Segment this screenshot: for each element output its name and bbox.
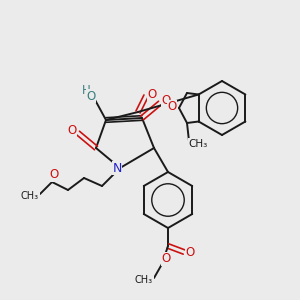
Text: O: O bbox=[147, 88, 157, 100]
Text: O: O bbox=[86, 89, 96, 103]
Text: O: O bbox=[161, 253, 171, 266]
Text: H: H bbox=[82, 83, 90, 97]
Text: O: O bbox=[167, 100, 177, 113]
Text: CH₃: CH₃ bbox=[21, 191, 39, 201]
Text: O: O bbox=[50, 169, 58, 182]
Text: N: N bbox=[112, 161, 122, 175]
Text: CH₃: CH₃ bbox=[135, 275, 153, 285]
Text: O: O bbox=[161, 94, 171, 106]
Text: CH₃: CH₃ bbox=[188, 139, 208, 149]
Text: O: O bbox=[185, 247, 195, 260]
Text: O: O bbox=[68, 124, 76, 136]
